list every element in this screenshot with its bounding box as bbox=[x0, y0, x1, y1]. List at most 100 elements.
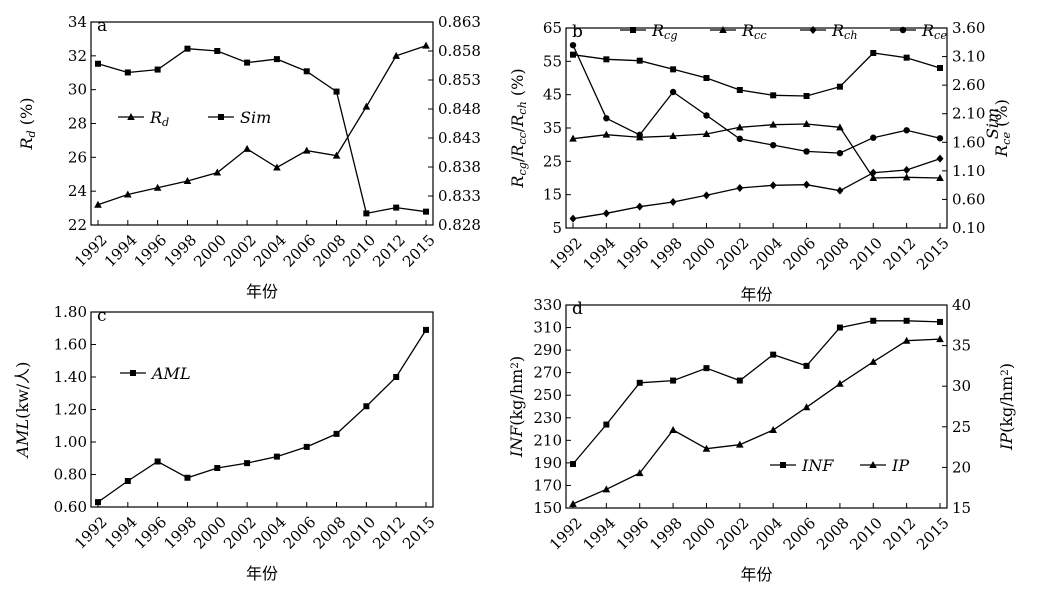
data-point-aml bbox=[214, 465, 221, 471]
data-point-sim bbox=[273, 56, 280, 63]
y-right-tick-label: 0.828 bbox=[438, 216, 481, 234]
x-tick-label: 2008 bbox=[310, 513, 350, 553]
data-point-rcg bbox=[870, 50, 877, 56]
data-point-rce bbox=[569, 41, 577, 49]
y-right-axis-title: IP(kg/hm2) bbox=[997, 363, 1016, 451]
panel-letter: b bbox=[572, 22, 583, 42]
y-left-tick-label: 55 bbox=[543, 52, 562, 70]
y-left-axis-title-part: R bbox=[508, 145, 527, 158]
y-left-tick-label: 290 bbox=[533, 341, 562, 359]
legend-marker bbox=[899, 26, 907, 34]
legend-label-part: d bbox=[162, 116, 169, 129]
data-point-aml bbox=[244, 460, 251, 467]
data-point-rcc bbox=[936, 174, 944, 181]
data-point-rce bbox=[903, 127, 910, 134]
legend: INF IP bbox=[770, 456, 909, 475]
data-point-sim bbox=[333, 88, 340, 95]
legend-label: Rcc bbox=[741, 21, 767, 42]
y-left-tick-label: 65 bbox=[543, 19, 562, 37]
series-rce bbox=[569, 41, 944, 157]
y-left-tick-label: 28 bbox=[68, 115, 87, 133]
y-left-tick-label: 0.60 bbox=[54, 498, 87, 516]
y-right-tick-label: 0.833 bbox=[438, 187, 481, 205]
data-point-rce bbox=[703, 112, 710, 119]
y-left-axis-title-part: AML bbox=[13, 419, 32, 460]
data-point-ip bbox=[736, 440, 744, 448]
data-point-rd bbox=[422, 41, 430, 49]
data-point-rd bbox=[213, 168, 222, 176]
data-point-rd bbox=[332, 151, 341, 159]
y-right-tick-label: 2.10 bbox=[952, 105, 985, 123]
data-point-rcc bbox=[836, 123, 844, 131]
x-tick-label: 2006 bbox=[280, 231, 320, 271]
y-right-tick-label: 25 bbox=[952, 418, 971, 436]
panel-letter: d bbox=[572, 299, 583, 319]
data-point-rch bbox=[602, 209, 610, 218]
data-point-rcg bbox=[670, 66, 677, 73]
x-axis-title: 年份 bbox=[740, 285, 772, 304]
data-point-aml bbox=[333, 430, 340, 437]
y-left-axis-title-part: INF bbox=[507, 425, 526, 458]
data-point-aml bbox=[423, 326, 429, 333]
data-point-rcc bbox=[769, 120, 777, 128]
x-tick-label: 2002 bbox=[713, 234, 753, 274]
y-left-axis-title: Rcg/Rcc/Rch (%) bbox=[508, 68, 529, 188]
x-tick-label: 2015 bbox=[399, 513, 439, 553]
y-left-axis-title-part: R bbox=[17, 137, 36, 150]
data-point-sim bbox=[244, 59, 251, 66]
data-point-rce bbox=[669, 88, 677, 96]
x-tick-label: 1992 bbox=[71, 513, 111, 553]
y-left-tick-label: 1.40 bbox=[54, 368, 87, 386]
plot-frame bbox=[90, 311, 434, 508]
legend-marker bbox=[130, 370, 136, 376]
data-point-sim bbox=[124, 69, 131, 76]
x-tick-label: 2004 bbox=[746, 514, 786, 554]
x-tick-label: 1992 bbox=[546, 514, 586, 554]
legend-label: Rcg bbox=[651, 21, 677, 42]
data-point-rd bbox=[273, 163, 281, 171]
y-right-tick-label: 0.848 bbox=[438, 100, 481, 118]
data-point-rcg bbox=[903, 54, 910, 61]
data-point-sim bbox=[154, 66, 161, 73]
y-left-axis-title-part: (%) bbox=[17, 98, 36, 131]
x-tick-label: 1998 bbox=[160, 513, 200, 553]
x-tick-label: 2015 bbox=[399, 231, 439, 271]
y-left-tick-label: 270 bbox=[533, 364, 562, 382]
x-tick-label: 2004 bbox=[746, 234, 786, 274]
y-right-tick-label: 0.838 bbox=[438, 158, 481, 176]
series-line-aml bbox=[97, 329, 427, 503]
plot-frame bbox=[565, 27, 948, 229]
data-point-ip bbox=[702, 444, 711, 452]
data-point-rcg bbox=[803, 93, 810, 99]
x-tick-label: 2006 bbox=[780, 514, 820, 554]
y-left-axis-title-part: cg bbox=[516, 162, 529, 175]
data-point-rcc bbox=[669, 132, 677, 139]
y-left-tick-label: 5 bbox=[552, 219, 562, 237]
x-tick-label: 2010 bbox=[339, 513, 379, 553]
x-tick-label: 2000 bbox=[679, 514, 719, 554]
series-line-rch bbox=[572, 158, 941, 220]
data-point-rd bbox=[302, 146, 311, 154]
y-left-axis-title-part: (kg/hm bbox=[507, 369, 526, 426]
y-left-tick-label: 0.80 bbox=[54, 466, 87, 484]
data-point-rcg bbox=[770, 92, 777, 99]
data-point-rch bbox=[869, 168, 877, 177]
y-left-axis-title-part: / bbox=[508, 126, 527, 132]
data-point-rd bbox=[243, 144, 251, 152]
y-right-tick-label: 0.60 bbox=[952, 190, 985, 208]
y-right-tick-label: 30 bbox=[952, 377, 971, 395]
data-point-rch bbox=[569, 214, 577, 223]
data-point-rch bbox=[669, 198, 677, 206]
legend-marker bbox=[127, 113, 135, 120]
series-rd bbox=[94, 41, 430, 208]
legend-label-part: R bbox=[741, 21, 754, 40]
data-point-rch bbox=[736, 184, 744, 192]
data-point-ip bbox=[602, 485, 611, 493]
data-point-aml bbox=[184, 474, 191, 481]
y-right-axis-title-part: ce bbox=[1000, 132, 1013, 145]
data-point-rd bbox=[392, 51, 400, 59]
y-right-axis-title: Rce (%) bbox=[992, 99, 1013, 158]
y-left-axis-title-part: (kw/人) bbox=[13, 362, 32, 419]
y-left-tick-label: 1.20 bbox=[54, 401, 87, 419]
x-tick-label: 1998 bbox=[160, 231, 200, 271]
